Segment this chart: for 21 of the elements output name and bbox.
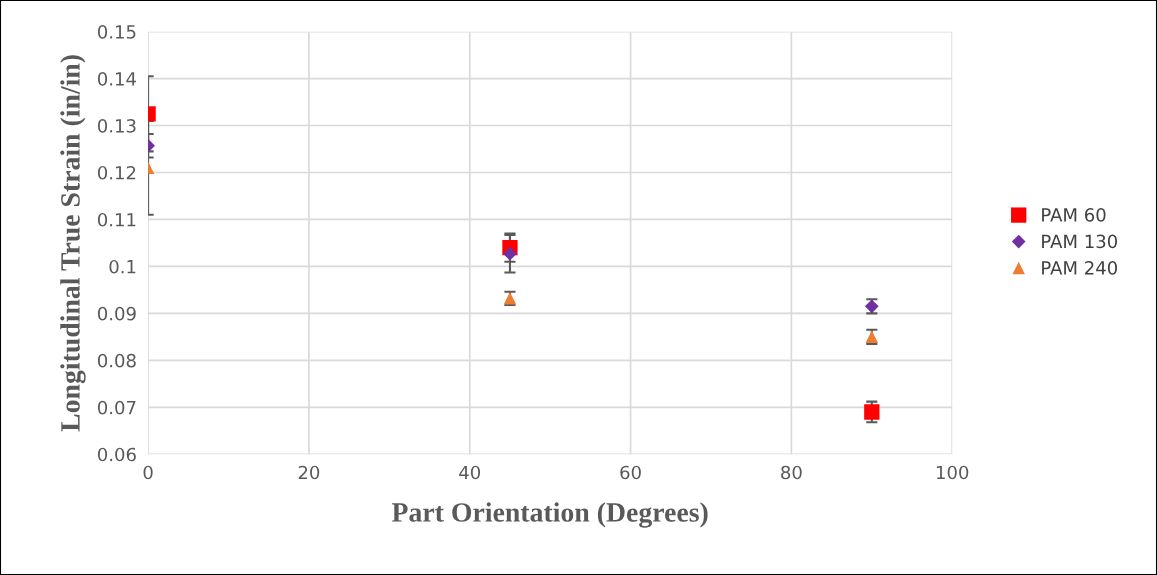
y-tick-label: 0.13	[97, 119, 136, 133]
y-tick-label: 0.12	[97, 165, 136, 180]
x-tick-label: 20	[298, 465, 320, 480]
x-axis-title: Part Orientation (Degrees)	[391, 502, 708, 528]
y-tick-label: 0.06	[97, 447, 136, 462]
y-tick-label: 0.14	[97, 72, 136, 86]
legend-label: PAM 240	[1042, 261, 1118, 275]
legend-label: PAM 130	[1042, 234, 1118, 249]
x-tick-label: 100	[936, 465, 969, 480]
y-tick-label: 0.07	[97, 400, 136, 415]
y-tick-label: 0.09	[97, 306, 136, 321]
x-tick-label: 40	[459, 465, 481, 480]
x-tick-label: 0	[143, 465, 153, 480]
y-tick-label: 0.08	[97, 353, 136, 368]
x-tick-label: 60	[620, 465, 641, 480]
legend-label: PAM 60	[1042, 208, 1106, 222]
y-tick-label: 0.15	[97, 25, 136, 39]
y-tick-label: 0.11	[97, 212, 136, 227]
x-tick-label: 80	[781, 465, 802, 480]
y-tick-label: 0.1	[109, 259, 136, 274]
y-axis-title: Longitudinal True Strain (in/in)	[60, 55, 86, 432]
